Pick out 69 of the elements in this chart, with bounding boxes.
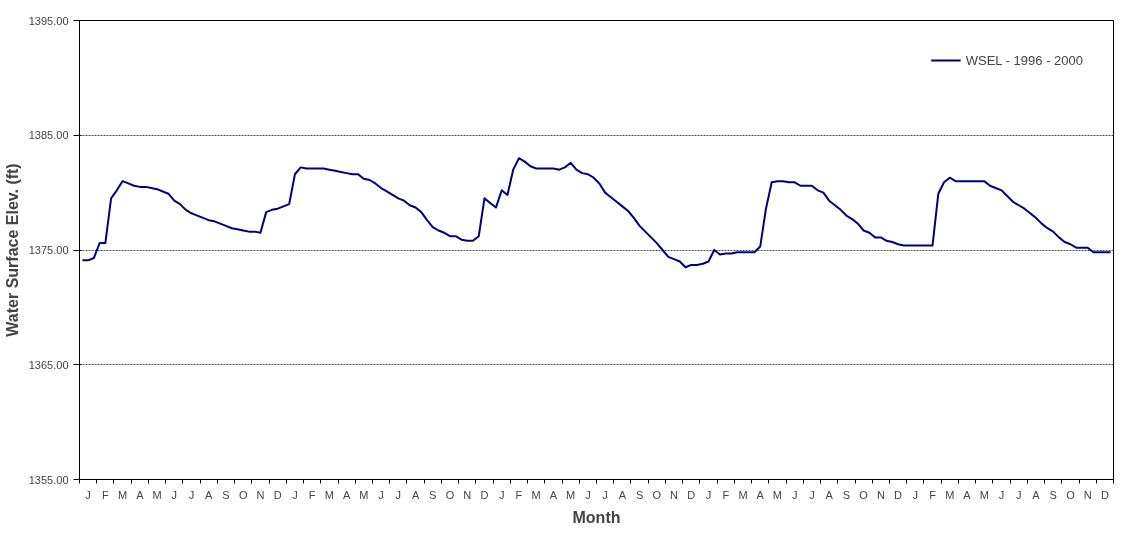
x-tick-label: A bbox=[136, 488, 145, 501]
y-tick-label: 1355.00 bbox=[28, 473, 69, 486]
x-tick-label: O bbox=[445, 488, 455, 501]
x-tick-label: D bbox=[687, 488, 696, 501]
x-tick-label: J bbox=[998, 488, 1005, 501]
x-tick-label: A bbox=[1032, 488, 1041, 501]
x-tick-label: S bbox=[1049, 488, 1057, 501]
x-tick-label: M bbox=[979, 488, 989, 501]
y-axis-title: Water Surface Elev. (ft) bbox=[3, 163, 21, 337]
x-tick-label: J bbox=[188, 488, 195, 501]
x-tick-label: A bbox=[825, 488, 834, 501]
y-tick-label: 1375.00 bbox=[28, 244, 69, 256]
x-tick-label: J bbox=[602, 488, 608, 501]
y-tick-label: 1365.00 bbox=[28, 358, 69, 371]
x-tick-label: J bbox=[498, 488, 505, 501]
x-tick-label: F bbox=[515, 488, 523, 501]
y-tick-label: 1385.00 bbox=[28, 129, 69, 142]
y-tick-label: 1395.00 bbox=[28, 14, 69, 27]
x-tick-label: S bbox=[429, 488, 437, 501]
x-tick-label: S bbox=[635, 488, 644, 501]
x-tick-label: F bbox=[101, 488, 109, 501]
x-tick-label: O bbox=[1066, 488, 1076, 501]
x-tick-label: S bbox=[842, 488, 851, 501]
line-series bbox=[81, 157, 1112, 269]
x-tick-label: N bbox=[1083, 488, 1092, 501]
x-tick-label: N bbox=[463, 488, 472, 501]
x-tick-label: F bbox=[929, 488, 937, 501]
x-tick-label: A bbox=[963, 488, 972, 501]
x-tick-label: J bbox=[1015, 488, 1022, 501]
x-tick-label: A bbox=[618, 488, 627, 501]
x-tick-label: J bbox=[85, 488, 91, 501]
x-tick-label: D bbox=[480, 488, 489, 501]
x-tick-label: M bbox=[324, 488, 334, 501]
x-tick-label: M bbox=[772, 488, 783, 501]
x-tick-label: D bbox=[273, 488, 282, 501]
x-tick-label: S bbox=[222, 488, 230, 501]
x-tick-label: J bbox=[585, 488, 591, 501]
x-tick-label: O bbox=[859, 488, 869, 501]
x-tick-label: J bbox=[395, 488, 402, 501]
x-tick-label: J bbox=[809, 488, 815, 501]
x-tick-label: D bbox=[894, 488, 903, 501]
x-tick-label: A bbox=[411, 488, 420, 501]
x-tick-label: F bbox=[308, 488, 316, 501]
x-tick-label: J bbox=[378, 488, 384, 501]
x-tick-label: J bbox=[171, 488, 178, 501]
x-axis-title: Month bbox=[572, 508, 621, 526]
x-tick-label: N bbox=[876, 488, 885, 501]
x-tick-label: D bbox=[1100, 488, 1109, 501]
x-tick-label: M bbox=[359, 488, 369, 501]
legend-label: WSEL - 1996 - 2000 bbox=[965, 52, 1083, 68]
x-tick-label: N bbox=[670, 488, 679, 501]
x-tick-label: J bbox=[292, 488, 298, 501]
x-tick-label: M bbox=[531, 488, 541, 501]
x-tick-label: M bbox=[945, 488, 955, 501]
x-tick-label: J bbox=[705, 488, 712, 501]
x-tick-label: M bbox=[566, 488, 576, 501]
x-tick-label: M bbox=[152, 488, 162, 501]
x-tick-label: F bbox=[722, 488, 730, 501]
x-tick-label: A bbox=[549, 488, 558, 501]
x-tick-label: O bbox=[238, 488, 248, 501]
x-tick-label: A bbox=[342, 488, 351, 501]
x-tick-label: N bbox=[256, 488, 265, 501]
x-tick-label: M bbox=[118, 488, 128, 501]
x-tick-label: J bbox=[791, 488, 798, 501]
x-tick-label: A bbox=[205, 488, 214, 501]
x-tick-label: O bbox=[652, 488, 662, 501]
x-tick-label: A bbox=[756, 488, 765, 501]
x-tick-label: M bbox=[738, 488, 748, 501]
x-tick-label: J bbox=[912, 488, 919, 501]
